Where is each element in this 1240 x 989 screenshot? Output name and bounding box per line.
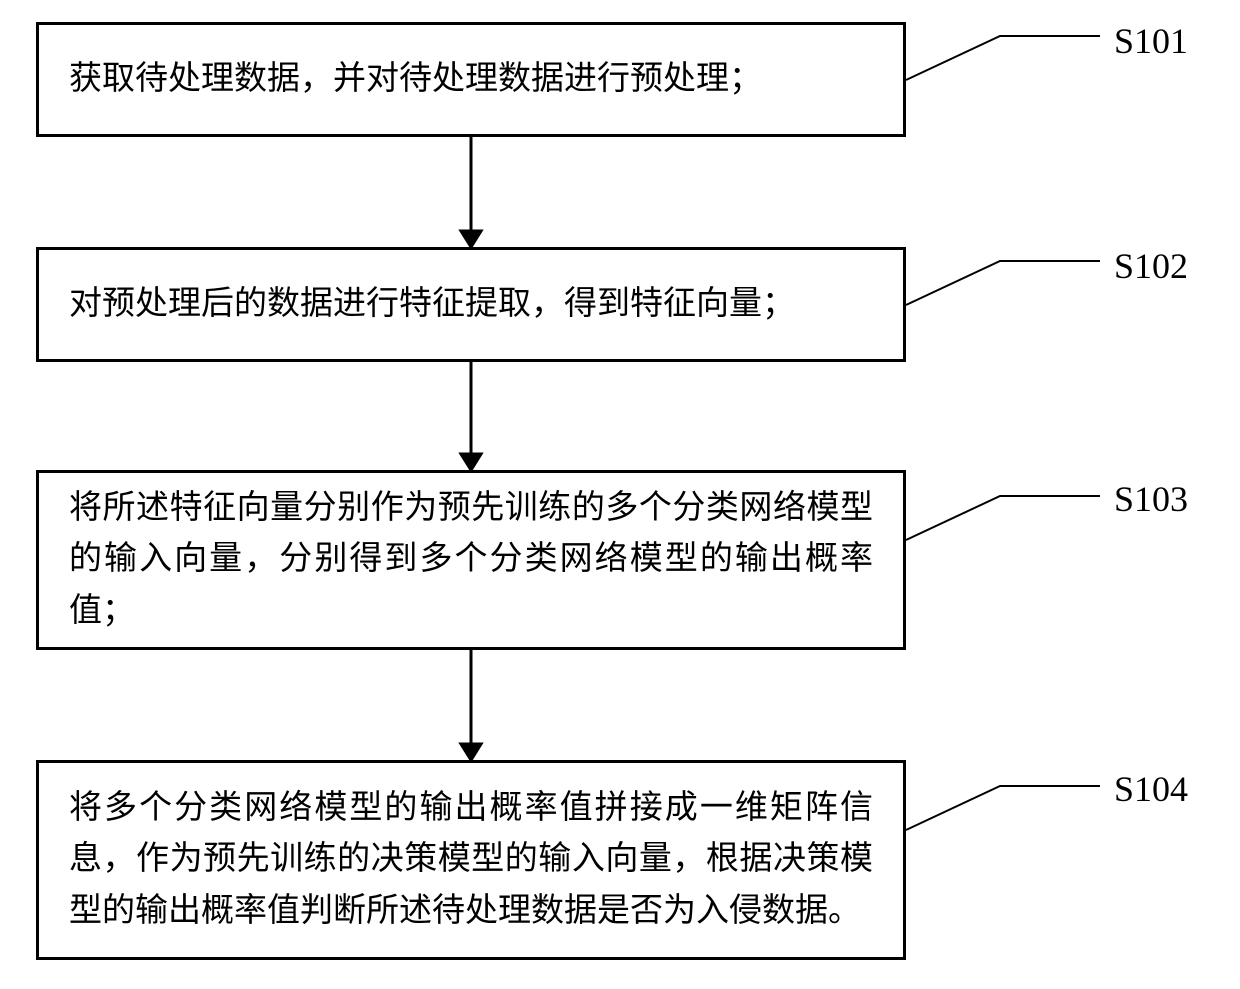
step-label-1: S101 — [1114, 20, 1188, 62]
step-box-1: 获取待处理数据，并对待处理数据进行预处理； — [36, 22, 906, 137]
step-box-2: 对预处理后的数据进行特征提取，得到特征向量； — [36, 247, 906, 362]
step-box-3: 将所述特征向量分别作为预先训练的多个分类网络模型的输入向量，分别得到多个分类网络… — [36, 470, 906, 650]
flow-arrows — [461, 137, 481, 760]
step-box-4: 将多个分类网络模型的输出概率值拼接成一维矩阵信息，作为预先训练的决策模型的输入向… — [36, 760, 906, 960]
step-text-3: 将所述特征向量分别作为预先训练的多个分类网络模型的输入向量，分别得到多个分类网络… — [69, 483, 873, 636]
step-label-2: S102 — [1114, 245, 1188, 287]
step-label-3: S103 — [1114, 478, 1188, 520]
step-text-2: 对预处理后的数据进行特征提取，得到特征向量； — [69, 279, 873, 330]
callout-lines — [906, 36, 1100, 830]
step-text-1: 获取待处理数据，并对待处理数据进行预处理； — [69, 54, 873, 105]
step-text-4: 将多个分类网络模型的输出概率值拼接成一维矩阵信息，作为预先训练的决策模型的输入向… — [69, 783, 873, 936]
step-label-4: S104 — [1114, 768, 1188, 810]
